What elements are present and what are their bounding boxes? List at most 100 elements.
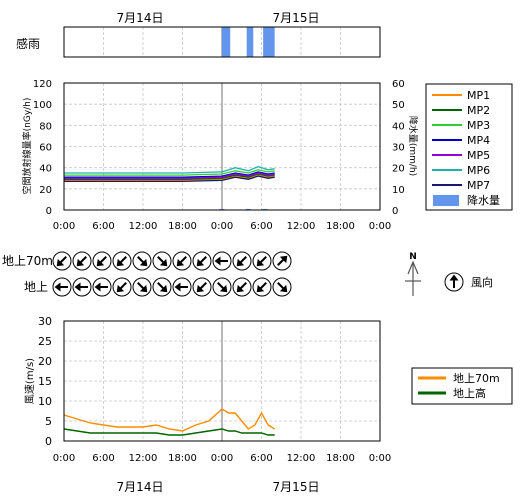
legend-swatch-precip xyxy=(433,195,459,206)
radiation-y-tick-label: 120 xyxy=(33,79,52,90)
radiation-y-tick-label: 60 xyxy=(39,143,52,154)
wind-icon-head xyxy=(279,255,288,264)
wind-icon-head xyxy=(76,258,85,267)
wind-icon-head xyxy=(139,258,148,267)
precip-y-tick-label: 10 xyxy=(392,185,405,196)
wind-direction-arrow-icon xyxy=(92,251,112,271)
wind-speed-y-tick-label: 10 xyxy=(38,395,52,408)
rain-sense-bar xyxy=(246,27,254,57)
wind-speed-legend-label-1: 地上高 xyxy=(453,386,486,400)
wind-icon-head xyxy=(449,274,459,281)
wind-icon-head xyxy=(219,284,228,293)
radiation-x-tick-label: 0:00 xyxy=(53,221,75,232)
wind-legend-arrow xyxy=(444,272,464,292)
wind-icon-rotation xyxy=(74,282,88,292)
wind-speed-x-tick-label: 18:00 xyxy=(326,453,355,464)
wind-direction-arrow-icon xyxy=(212,251,232,271)
wind-icon-rotation xyxy=(214,256,228,266)
wind-direction-arrow-icon xyxy=(192,277,212,297)
wind-icon-rotation xyxy=(196,282,207,293)
wind-icon-rotation xyxy=(176,256,187,267)
wind-icon-head xyxy=(256,284,265,293)
wind-row-label: 地上 xyxy=(24,280,48,294)
radiation-x-tick-label: 18:00 xyxy=(168,221,197,232)
wind-icon-head xyxy=(159,284,168,293)
legend-label-mp1: MP1 xyxy=(467,89,490,102)
wind-speed-x-tick-label: 6:00 xyxy=(250,453,272,464)
radiation-x-tick-label: 0:00 xyxy=(211,221,233,232)
wind-direction-arrow-icon xyxy=(132,251,152,271)
legend-label-mp5: MP5 xyxy=(467,149,490,162)
rain-sense-bar xyxy=(222,27,231,57)
precip-bars xyxy=(219,208,268,210)
wind-speed-x-ticks: 0:00 6:00 12:00 18:00 0:00 6:00 12:00 18:00 0:00 xyxy=(53,453,391,464)
wind-direction-arrow-icon xyxy=(112,251,132,271)
date-label-top-1: 7月14日 xyxy=(117,11,164,25)
radiation-x-tick-label: 12:00 xyxy=(287,221,316,232)
precip-bar xyxy=(262,208,268,210)
wind-icon-rotation xyxy=(196,256,207,267)
radiation-y-tick-label: 0 xyxy=(46,206,52,217)
wind-direction-rows: 地上70m 地上 xyxy=(2,251,292,297)
wind-icon-rotation xyxy=(56,256,67,267)
legend-label-mp2: MP2 xyxy=(467,104,490,117)
date-label-bottom-2: 7月15日 xyxy=(273,480,320,494)
date-label-bottom-1: 7月14日 xyxy=(117,480,164,494)
radiation-x-tick-label: 0:00 xyxy=(369,221,391,232)
wind-icon-head xyxy=(96,258,105,267)
wind-icon-head xyxy=(56,258,65,267)
wind-speed-y-tick-label: 20 xyxy=(38,355,52,368)
wind-icon-head xyxy=(74,282,81,292)
wind-direction-legend-label: 風向 xyxy=(471,275,493,289)
wind-speed-x-tick-label: 0:00 xyxy=(211,453,233,464)
wind-icon-rotation xyxy=(449,274,459,288)
precip-y-tick-label: 40 xyxy=(392,121,405,132)
radiation-series-line-mp5 xyxy=(64,172,275,179)
north-indicator: N xyxy=(405,252,421,296)
wind-icon-rotation xyxy=(96,256,107,267)
wind-speed-lines xyxy=(63,408,276,436)
wind-icon-rotation xyxy=(277,255,288,266)
wind-icon-head xyxy=(159,258,168,267)
radiation-grid xyxy=(64,83,380,210)
wind-icon-head xyxy=(236,258,245,267)
wind-direction-arrow-icon xyxy=(132,277,152,297)
wind-icon-head xyxy=(196,258,205,267)
radiation-series-line-mp7 xyxy=(64,175,275,183)
wind-icon-head xyxy=(54,282,61,292)
wind-icon-head xyxy=(279,284,288,293)
wind-direction-arrow-icon xyxy=(52,277,72,297)
wind-icon-rotation xyxy=(256,256,267,267)
wind-icon-rotation xyxy=(76,256,87,267)
rain-sense-bars xyxy=(222,27,275,57)
radiation-frame xyxy=(63,82,381,211)
wind-direction-arrow-icon xyxy=(232,251,252,271)
precip-y-tick-label: 50 xyxy=(392,100,405,111)
wind-icon-head xyxy=(196,284,205,293)
wind-icon-head xyxy=(256,258,265,267)
precip-y-tick-label: 60 xyxy=(392,79,405,90)
radiation-series-line-mp4 xyxy=(64,171,275,178)
wind-speed-x-tick-label: 0:00 xyxy=(369,453,391,464)
precip-y-ticks: 0 10 20 30 40 50 60 xyxy=(392,79,405,217)
precip-y-tick-label: 20 xyxy=(392,164,405,175)
wind-direction-arrow-icon xyxy=(72,251,92,271)
wind-speed-y-tick-label: 5 xyxy=(45,415,52,428)
wind-speed-x-tick-label: 0:00 xyxy=(53,453,75,464)
wind-direction-arrow-icon xyxy=(212,277,232,297)
wind-icon-rotation xyxy=(137,256,148,267)
wind-direction-arrow-icon xyxy=(152,277,172,297)
wind-speed-y-tick-label: 30 xyxy=(38,315,52,328)
precip-y-axis-label: 降水量(mm/h) xyxy=(407,116,419,176)
wind-direction-arrow-icon xyxy=(92,277,112,297)
legend-label-mp6: MP6 xyxy=(467,164,490,177)
wind-speed-series-line-0 xyxy=(63,408,276,432)
wind-direction-arrow-icon xyxy=(72,277,92,297)
wind-direction-arrow-icon xyxy=(52,251,72,271)
radiation-legend-box xyxy=(425,83,513,211)
radiation-series-line-mp6 xyxy=(64,165,275,174)
radiation-x-tick-label: 18:00 xyxy=(326,221,355,232)
wind-icon-head xyxy=(236,284,245,293)
